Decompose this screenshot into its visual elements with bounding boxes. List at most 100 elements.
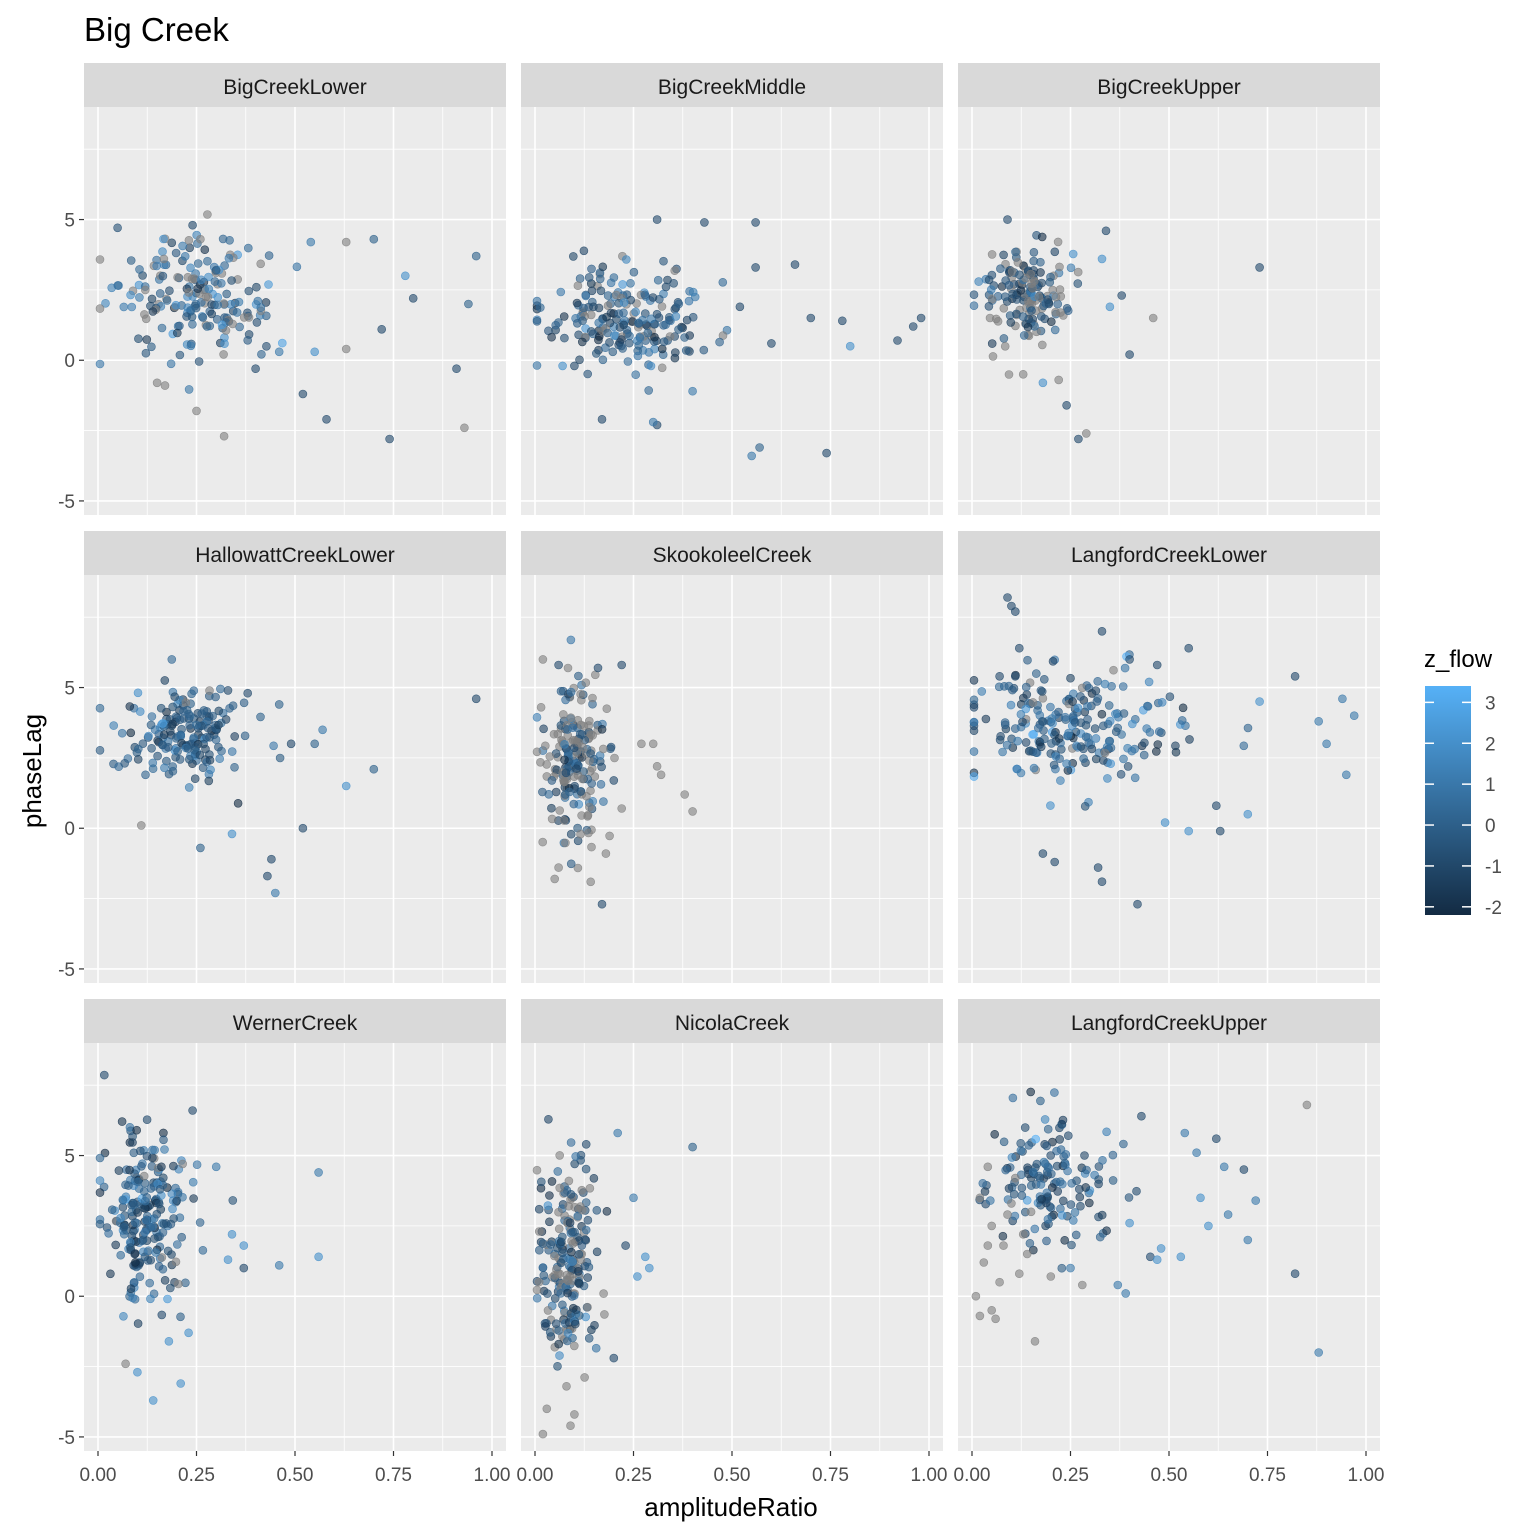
point-layer [969, 593, 1359, 909]
scatter-point [983, 1241, 993, 1250]
scatter-point [1007, 1199, 1016, 1208]
scatter-point [203, 256, 212, 266]
scatter-point [674, 325, 683, 334]
scatter-point [168, 762, 177, 771]
scatter-point [538, 655, 548, 664]
scatter-point [987, 294, 997, 304]
scatter-point [568, 723, 578, 733]
scatter-point [991, 1314, 1000, 1324]
point-layer [969, 215, 1264, 444]
scatter-point [149, 1214, 159, 1223]
scatter-point [1133, 899, 1142, 909]
scatter-point [542, 760, 552, 769]
scatter-point [596, 779, 606, 789]
scatter-point [1184, 826, 1193, 836]
scatter-point [1026, 1087, 1035, 1097]
scatter-point [1003, 1210, 1012, 1219]
scatter-point [1049, 760, 1059, 770]
scatter-point [385, 434, 394, 444]
scatter-point [167, 655, 177, 664]
scatter-point [239, 1241, 249, 1250]
scatter-point [551, 787, 561, 797]
scatter-point [1152, 747, 1161, 756]
scatter-point [581, 1164, 591, 1174]
scatter-point [646, 361, 656, 371]
scatter-point [1032, 669, 1041, 678]
scatter-point [613, 1128, 623, 1138]
scatter-point [648, 417, 658, 427]
scatter-point [575, 355, 584, 365]
scatter-point [1081, 1183, 1090, 1192]
y-tick-label: -5 [58, 492, 75, 513]
scatter-point [173, 747, 182, 756]
scatter-point [1137, 1111, 1146, 1121]
scatter-point [119, 1223, 129, 1232]
scatter-point [986, 285, 996, 295]
scatter-point [1026, 1207, 1036, 1217]
scatter-point [318, 725, 327, 735]
scatter-point [1152, 660, 1162, 670]
scatter-point [141, 770, 150, 780]
scatter-point [1093, 676, 1102, 686]
scatter-point [194, 357, 204, 366]
scatter-point [574, 1311, 584, 1320]
scatter-point [1029, 729, 1038, 739]
scatter-point [180, 251, 190, 261]
scatter-point [631, 307, 640, 317]
scatter-point [171, 248, 181, 258]
scatter-point [592, 1206, 602, 1215]
scatter-point [198, 1246, 208, 1255]
scatter-point [200, 245, 210, 254]
scatter-point [995, 1277, 1004, 1287]
scatter-point [583, 1215, 593, 1225]
scatter-point [574, 1278, 584, 1288]
scatter-point [1054, 707, 1063, 717]
scatter-point [969, 695, 979, 705]
scatter-point [556, 686, 566, 696]
scatter-point [132, 1125, 141, 1135]
scatter-point [555, 1183, 565, 1193]
scatter-point [142, 335, 152, 344]
scatter-point [176, 1379, 185, 1388]
scatter-point [908, 322, 918, 331]
scatter-point [595, 274, 605, 284]
scatter-point [159, 1173, 168, 1183]
scatter-point [1104, 701, 1114, 710]
scatter-point [1102, 1226, 1111, 1235]
chart-title: Big Creek [84, 11, 229, 48]
scatter-point [1018, 1230, 1028, 1239]
scatter-point [207, 309, 216, 319]
scatter-point [617, 804, 627, 813]
scatter-point [539, 1271, 549, 1280]
scatter-point [602, 312, 611, 322]
scatter-point [1101, 226, 1111, 236]
scatter-point [605, 831, 614, 841]
scatter-point [560, 333, 569, 343]
scatter-point [171, 1257, 181, 1267]
scatter-point [554, 660, 563, 670]
scatter-point [160, 730, 169, 740]
scatter-point [969, 290, 979, 300]
scatter-point [1156, 1244, 1166, 1253]
x-tick-label: 0.00 [954, 1465, 991, 1486]
scatter-point [994, 682, 1004, 692]
scatter-point [126, 1243, 135, 1252]
scatter-point [560, 755, 569, 765]
scatter-point [152, 378, 162, 388]
scatter-point [988, 352, 998, 361]
scatter-point [565, 1218, 575, 1227]
scatter-point [659, 256, 668, 266]
scatter-point [609, 1353, 619, 1363]
scatter-point [95, 255, 105, 264]
scatter-point [1113, 1280, 1123, 1290]
scatter-point [1093, 863, 1103, 872]
scatter-point [652, 309, 662, 319]
scatter-point [1251, 1196, 1260, 1205]
point-layer [95, 655, 481, 898]
scatter-point [162, 296, 172, 305]
scatter-point [1139, 750, 1149, 760]
scatter-point [95, 703, 105, 713]
scatter-point [314, 1252, 323, 1262]
scatter-point [95, 1219, 105, 1229]
scatter-point [590, 772, 600, 781]
